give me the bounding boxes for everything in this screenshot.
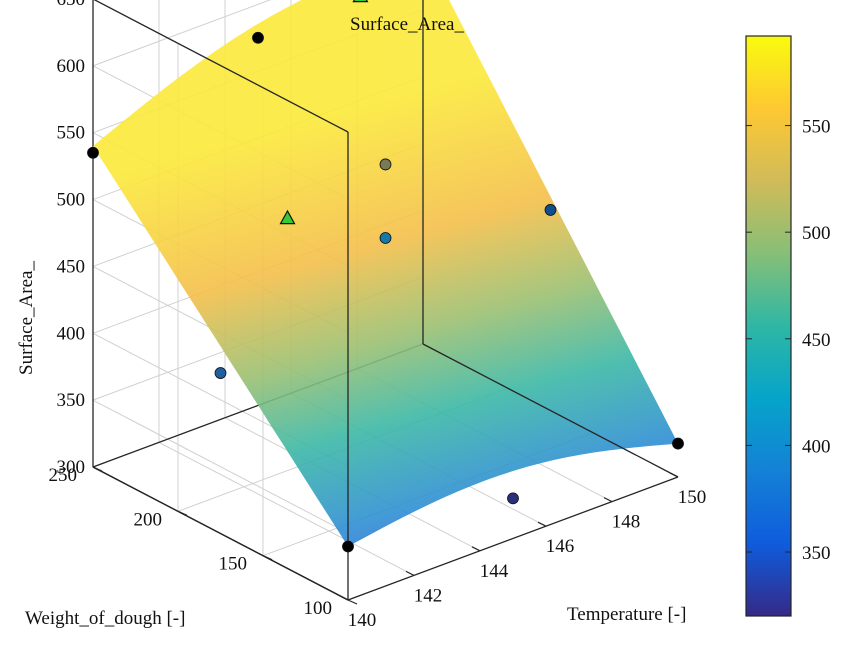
response-surface: [93, 0, 678, 547]
y-tick-label: 150: [219, 554, 248, 575]
data-point: [544, 204, 557, 216]
z-tick-label: 350: [57, 390, 86, 411]
data-point: [379, 158, 392, 171]
z-axis-label: Surface_Area_: [16, 261, 37, 375]
y-tick-mark: [262, 555, 273, 561]
data-point: [214, 367, 227, 379]
data-point: [252, 31, 264, 44]
x-tick-mark: [537, 521, 547, 527]
grid-line: [158, 441, 415, 576]
tick-labels: 300 350 400 450 500 550 600 650 100 150 200 250 140 1…: [49, 0, 707, 631]
data-point: [87, 146, 99, 159]
y-axis-label: Weight_of_dough [-]: [25, 608, 185, 629]
colorbar-tick-label: 350: [802, 543, 831, 564]
z-tick-label: 400: [57, 323, 86, 344]
x-tick-label: 144: [480, 561, 509, 582]
y-tick-mark: [347, 599, 358, 605]
box-edge: [422, 343, 679, 478]
colorbar-tick-label: 500: [802, 223, 831, 244]
x-tick-mark: [603, 497, 613, 503]
data-point: [672, 437, 684, 450]
z-tick-label: 550: [57, 123, 86, 144]
x-tick-mark: [471, 546, 481, 552]
z-tick-label: 650: [57, 0, 86, 10]
grid-line: [92, 399, 349, 534]
colorbar-tick-label: 450: [802, 330, 831, 351]
x-tick-mark: [339, 595, 349, 601]
y-tick-label: 250: [49, 465, 78, 486]
z-tick-label: 450: [57, 256, 86, 277]
x-tick-label: 140: [348, 610, 377, 631]
x-axis-label: Temperature [-]: [567, 604, 686, 625]
data-point-triangle: [279, 209, 296, 225]
data-point: [507, 492, 519, 505]
colorbar: [745, 35, 792, 617]
y-tick-mark: [92, 466, 103, 472]
box-edge: [93, 0, 349, 133]
data-point-triangle: [352, 0, 369, 3]
z-tick-label: 500: [57, 190, 86, 211]
colorbar-tick-label: 550: [802, 117, 831, 138]
y-tick-mark: [177, 510, 188, 516]
x-tick-label: 148: [612, 512, 641, 533]
box-edge: [92, 466, 349, 601]
y-tick-label: 100: [304, 598, 333, 619]
colorbar-ticks: 350 400 450 500 550: [746, 117, 831, 564]
x-tick-label: 150: [678, 487, 707, 508]
z-tick-label: 600: [57, 56, 86, 77]
x-tick-label: 142: [414, 585, 443, 606]
y-tick-label: 200: [134, 509, 163, 530]
z-tick-label: 300: [57, 457, 86, 478]
colorbar-tick-label: 400: [802, 436, 831, 457]
grid-line: [92, 0, 272, 67]
data-points: [87, 0, 684, 553]
data-point: [379, 232, 392, 244]
x-tick-label: 146: [546, 536, 575, 557]
x-tick-mark: [405, 570, 415, 576]
data-point: [342, 540, 354, 553]
axes-box-front: [92, 0, 679, 601]
chart-title: Surface_Area_: [350, 14, 464, 35]
x-tick-mark: [669, 472, 679, 478]
box-edge: [347, 476, 679, 601]
